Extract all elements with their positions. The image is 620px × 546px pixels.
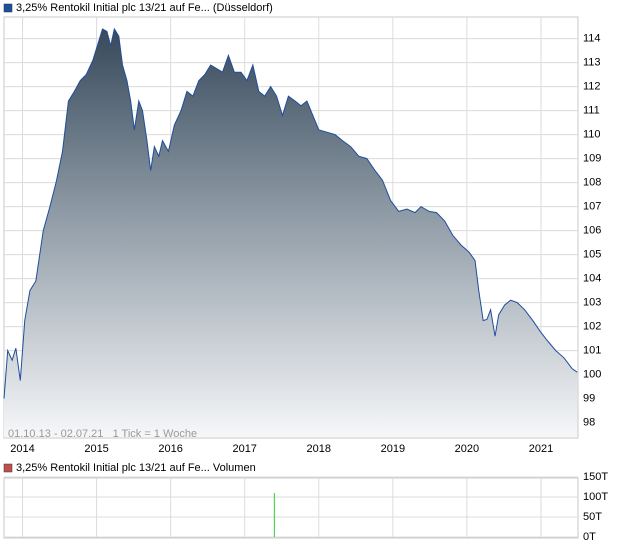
y-tick-label: 98 (583, 417, 595, 429)
y-tick-label: 114 (583, 33, 601, 45)
y-tick-label: 100T (583, 491, 608, 503)
y-tick-label: 105 (583, 249, 601, 261)
y-tick-label: 0T (583, 531, 596, 543)
y-tick-label: 102 (583, 321, 601, 333)
y-tick-label: 50T (583, 511, 602, 523)
area-fill (4, 29, 578, 437)
y-tick-label: 107 (583, 201, 601, 213)
x-tick-label: 2015 (84, 443, 108, 455)
x-tick-label: 2017 (232, 443, 256, 455)
x-tick-label: 2021 (529, 443, 553, 455)
y-tick-label: 110 (583, 129, 601, 141)
legend-label: 3,25% Rentokil Initial plc 13/21 auf Fe.… (16, 462, 256, 474)
x-tick-label: 2019 (381, 443, 405, 455)
y-tick-label: 99 (583, 393, 595, 405)
x-tick-label: 2014 (10, 443, 34, 455)
y-tick-label: 150T (583, 471, 608, 483)
y-tick-label: 113 (583, 57, 601, 69)
range-note: 01.10.13 - 02.07.21 1 Tick = 1 Woche (8, 428, 197, 440)
legend-label: 3,25% Rentokil Initial plc 13/21 auf Fe.… (16, 2, 273, 14)
plot-frame (3, 477, 579, 539)
y-tick-label: 109 (583, 153, 601, 165)
legend-swatch (3, 463, 13, 473)
y-tick-label: 112 (583, 81, 601, 93)
price-line (3, 27, 578, 399)
y-tick-label: 106 (583, 225, 601, 237)
x-tick-label: 2016 (158, 443, 182, 455)
volume-bar (273, 493, 275, 537)
y-tick-label: 104 (583, 273, 601, 285)
y-tick-label: 111 (583, 105, 600, 117)
y-tick-label: 108 (583, 177, 601, 189)
legend-swatch (3, 3, 13, 13)
x-tick-label: 2020 (455, 443, 479, 455)
x-tick-label: 2018 (307, 443, 331, 455)
y-tick-label: 103 (583, 297, 601, 309)
y-tick-label: 100 (583, 369, 601, 381)
y-tick-label: 101 (583, 345, 601, 357)
